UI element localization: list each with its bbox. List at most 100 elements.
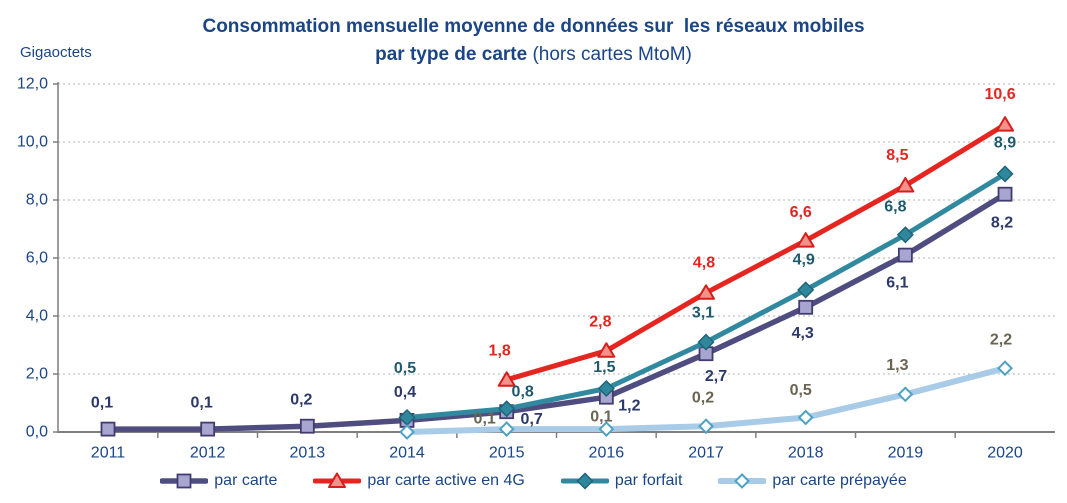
data-point-marker bbox=[798, 299, 814, 315]
data-point-marker bbox=[796, 232, 815, 248]
data-label-par-carte-prepayee: 0,2 bbox=[692, 390, 714, 407]
x-axis-tick-labels: 2011 2012 2013 2014 2015 2016 2017 2018 2019 2020 bbox=[91, 445, 1023, 462]
data-label-par-carte-prepayee: 2,2 bbox=[990, 332, 1012, 349]
x-tick-label: 2019 bbox=[888, 445, 924, 462]
x-tick-label: 2018 bbox=[788, 445, 824, 462]
data-label-par-forfait: 8,9 bbox=[994, 134, 1016, 151]
data-label-par-carte-active-en-4g: 6,6 bbox=[790, 204, 812, 221]
data-label-par-forfait: 6,8 bbox=[884, 198, 906, 215]
data-point-marker bbox=[797, 281, 815, 299]
data-point-marker bbox=[897, 386, 914, 403]
data-label-par-forfait: 0,8 bbox=[512, 383, 534, 400]
data-label-par-forfait: 4,9 bbox=[793, 251, 815, 268]
x-tick-label: 2014 bbox=[389, 445, 425, 462]
data-point-marker bbox=[328, 472, 347, 488]
series-par-carte-prepayee bbox=[399, 360, 1013, 440]
legend-swatch-par-carte-active-en-4g bbox=[313, 472, 362, 488]
data-point-marker bbox=[896, 177, 915, 193]
x-tick-label: 2015 bbox=[489, 445, 525, 462]
data-label-par-carte-active-en-4g: 4,8 bbox=[693, 254, 715, 271]
chart-title-line2-suffix: (hors cartes MtoM) bbox=[527, 44, 692, 65]
x-tick-label: 2016 bbox=[589, 445, 625, 462]
data-point-marker bbox=[997, 186, 1013, 202]
legend-label-par-carte: par carte bbox=[214, 472, 278, 489]
data-point-marker bbox=[697, 333, 715, 351]
data-point-marker bbox=[498, 400, 516, 418]
data-label-par-carte: 2,7 bbox=[705, 368, 727, 385]
y-axis-tick-labels: 0,0 2,0 4,0 6,0 8,0 10,0 12,0 bbox=[17, 76, 48, 441]
data-label-par-carte-prepayee: 0,5 bbox=[790, 382, 812, 399]
data-label-par-forfait: 3,1 bbox=[692, 305, 714, 322]
legend-label-par-carte-active-en-4g: par carte active en 4G bbox=[367, 472, 525, 489]
y-tick-label: 0,0 bbox=[26, 424, 48, 441]
data-point-marker bbox=[497, 371, 516, 387]
data-point-marker bbox=[597, 342, 616, 358]
data-label-par-carte: 4,3 bbox=[792, 325, 814, 342]
y-tick-label: 12,0 bbox=[17, 76, 48, 93]
data-label-par-carte-active-en-4g: 1,8 bbox=[489, 342, 511, 359]
legend-item-par-carte: par carte bbox=[160, 472, 277, 490]
data-point-marker bbox=[797, 409, 814, 426]
data-label-par-carte: 0,4 bbox=[394, 384, 416, 401]
data-label-par-carte: 0,1 bbox=[91, 395, 113, 412]
data-label-par-carte-prepayee: 1,3 bbox=[886, 357, 908, 374]
data-point-marker bbox=[896, 226, 914, 244]
legend-swatch-par-carte bbox=[160, 473, 209, 489]
data-point-marker bbox=[996, 165, 1014, 183]
data-point-marker bbox=[698, 418, 714, 435]
legend-item-par-carte-prepayee: par carte prépayée bbox=[718, 472, 907, 490]
legend-item-par-forfait: par forfait bbox=[560, 472, 683, 490]
x-tick-label: 2013 bbox=[290, 445, 326, 462]
legend-label-par-carte-prepayee: par carte prépayée bbox=[772, 472, 907, 489]
chart-legend: par carte par carte active en 4G par forfa… bbox=[0, 464, 1067, 498]
y-tick-label: 10,0 bbox=[17, 134, 48, 151]
data-point-marker bbox=[200, 421, 216, 437]
data-label-par-carte-prepayee: 0,1 bbox=[474, 411, 496, 428]
data-point-marker bbox=[897, 247, 913, 263]
data-point-marker bbox=[597, 379, 615, 398]
series-line-par-carte-active-en-4g bbox=[504, 122, 1008, 383]
x-tick-label: 2017 bbox=[688, 445, 724, 462]
data-point-marker bbox=[996, 116, 1015, 132]
legend-label-par-forfait: par forfait bbox=[614, 472, 683, 489]
legend-swatch-par-carte-prepayee bbox=[718, 473, 767, 489]
chart-title: Consommation mensuelle moyenne de donnée… bbox=[0, 13, 1067, 69]
chart-title-line2: par type de carte (hors cartes MtoM) bbox=[0, 41, 1067, 69]
data-point-marker bbox=[734, 473, 751, 489]
data-label-par-carte: 6,1 bbox=[886, 275, 908, 292]
y-tick-label: 4,0 bbox=[26, 308, 48, 325]
data-point-marker bbox=[299, 418, 315, 434]
y-axis-unit-label: Gigaoctets bbox=[20, 44, 92, 61]
data-labels: 0,1 0,1 0,2 0,4 0,7 1,2 2,7 4,3 6,1 8,2 1,8 2,8 4,8 6… bbox=[91, 86, 1016, 428]
y-tick-label: 6,0 bbox=[26, 250, 48, 267]
x-tick-label: 2012 bbox=[190, 445, 226, 462]
series-par-forfait bbox=[398, 165, 1014, 427]
chart-title-line1: Consommation mensuelle moyenne de donnée… bbox=[202, 16, 865, 37]
data-label-par-carte-active-en-4g: 8,5 bbox=[886, 147, 908, 164]
data-label-par-carte-active-en-4g: 2,8 bbox=[589, 313, 611, 330]
data-label-par-carte: 0,2 bbox=[290, 392, 312, 409]
legend-swatch-par-forfait bbox=[560, 472, 609, 490]
data-label-par-carte-prepayee: 0,1 bbox=[590, 409, 612, 426]
data-point-marker bbox=[997, 360, 1013, 377]
data-point-marker bbox=[100, 421, 116, 437]
gridlines bbox=[58, 83, 1055, 375]
data-point-marker bbox=[697, 284, 716, 300]
data-label-par-carte: 1,2 bbox=[618, 398, 640, 415]
x-tick-label: 2020 bbox=[987, 445, 1023, 462]
data-label-par-carte: 0,1 bbox=[191, 395, 213, 412]
data-point-marker bbox=[399, 424, 415, 440]
y-tick-label: 8,0 bbox=[26, 192, 48, 209]
series-par-carte-active-en-4g bbox=[497, 116, 1015, 387]
x-tick-label: 2011 bbox=[91, 445, 126, 462]
data-label-par-forfait: 1,5 bbox=[593, 359, 615, 376]
legend-item-par-carte-active-en-4g: par carte active en 4G bbox=[313, 472, 525, 490]
data-label-par-carte: 0,7 bbox=[521, 411, 543, 428]
chart-title-line2-bold: par type de carte bbox=[375, 44, 528, 65]
data-point-marker bbox=[498, 421, 515, 438]
data-label-par-carte-active-en-4g: 10,6 bbox=[984, 86, 1015, 103]
data-point-marker bbox=[576, 472, 594, 490]
data-point-marker bbox=[598, 421, 615, 438]
